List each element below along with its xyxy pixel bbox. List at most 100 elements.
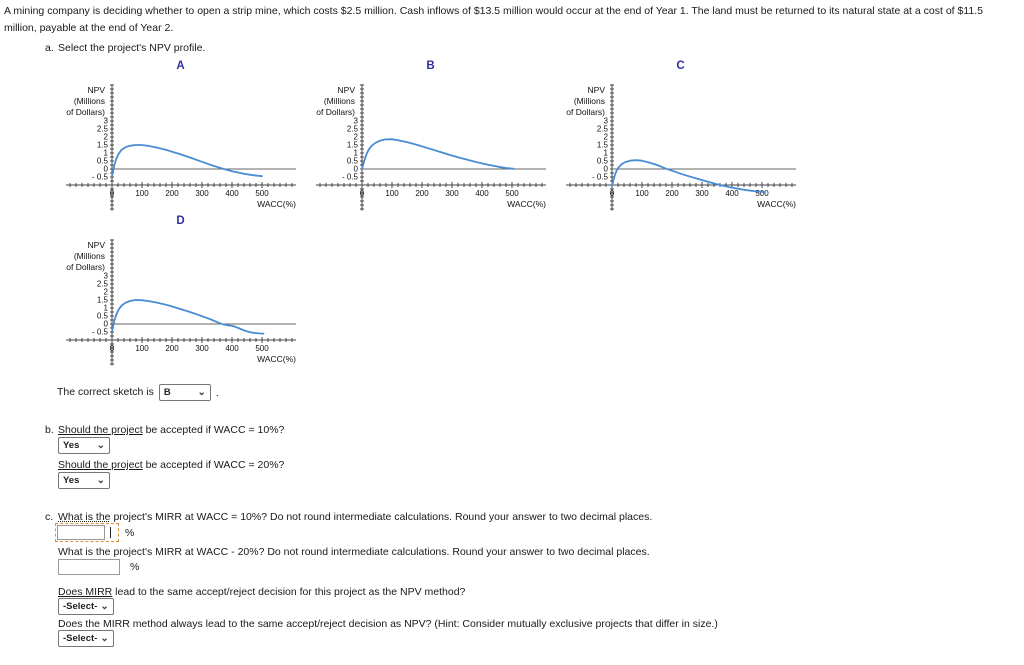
svg-text:0: 0 (104, 165, 109, 174)
svg-text:0.5: 0.5 (97, 157, 109, 166)
mirr-20-unit: % (130, 561, 140, 573)
mirr-decision-question: Does MIRR lead to the same accept/reject… (58, 586, 465, 599)
svg-text:200: 200 (165, 344, 179, 353)
part-c-q1-rest: project's MIRR at WACC = 10%? Do not rou… (110, 511, 653, 523)
chart-b-letter: B (426, 60, 435, 72)
svg-text:of Dollars): of Dollars) (566, 107, 605, 117)
mirr-decision-select[interactable]: -Select- ⌄ (58, 598, 114, 615)
mirr-decision-underlined: Does MIRR (58, 586, 113, 598)
chevron-down-icon: ⌄ (100, 600, 109, 612)
svg-text:of Dollars): of Dollars) (316, 107, 355, 117)
svg-text:200: 200 (665, 189, 679, 198)
mirr-10-input[interactable] (57, 525, 105, 540)
svg-text:WACC(%): WACC(%) (257, 199, 296, 209)
mirr-decision-rest: lead to the same accept/reject decision … (112, 586, 466, 598)
part-b-q1: b. Should the project be accepted if WAC… (45, 424, 285, 437)
svg-text:3: 3 (604, 117, 609, 126)
svg-text:3: 3 (354, 117, 359, 126)
correct-sketch-label: The correct sketch is (57, 386, 154, 398)
svg-text:400: 400 (225, 344, 239, 353)
svg-text:200: 200 (415, 189, 429, 198)
svg-text:1: 1 (104, 149, 109, 158)
svg-text:(Millions: (Millions (574, 96, 605, 106)
part-c-letter: c. (45, 511, 54, 523)
correct-sketch-select[interactable]: B ⌄ (158, 384, 211, 401)
mirr-10-unit: % (125, 526, 135, 539)
chevron-down-icon: ⌄ (197, 386, 206, 398)
mirr-10-answer-row: % (55, 523, 134, 542)
svg-text:0: 0 (104, 320, 109, 329)
svg-text:NPV: NPV (88, 85, 106, 95)
svg-text:1: 1 (104, 304, 109, 313)
part-b-q2-underlined: Should the project (58, 459, 143, 471)
part-b-q2-rest: be accepted if WACC = 20%? (142, 459, 285, 471)
part-b-q1-rest: be accepted if WACC = 10%? (142, 424, 285, 436)
svg-text:400: 400 (725, 189, 739, 198)
svg-text:NPV: NPV (588, 85, 606, 95)
part-c-q1: c. What is the project's MIRR at WACC = … (45, 511, 653, 524)
svg-text:NPV: NPV (88, 240, 106, 250)
svg-text:3: 3 (104, 272, 109, 281)
chevron-down-icon: ⌄ (96, 474, 105, 486)
svg-text:0.5: 0.5 (97, 312, 109, 321)
svg-text:1: 1 (354, 149, 359, 158)
part-b-q1-underlined: Should the project (58, 424, 143, 436)
wacc20-accept-select[interactable]: Yes ⌄ (58, 472, 110, 489)
svg-text:500: 500 (255, 344, 269, 353)
svg-text:200: 200 (165, 189, 179, 198)
mirr-20-input[interactable] (58, 559, 120, 575)
npv-profile-chart-b: 32.521.510.50- 0.50 100 200 300 400 500WACC(%… (316, 84, 546, 211)
svg-text:- 0.5: - 0.5 (342, 173, 359, 182)
chart-c-letter: C (676, 60, 685, 72)
wacc20-accept-value: Yes (63, 475, 80, 486)
npv-profile-chart-d: 32.521.510.50- 0.50 100 200 300 400 500WACC(%… (66, 239, 296, 366)
svg-text:0.5: 0.5 (347, 157, 359, 166)
svg-text:500: 500 (255, 189, 269, 198)
intro-line-2: million, payable at the end of Year 2. (4, 22, 174, 34)
mirr-always-select[interactable]: -Select- ⌄ (58, 630, 114, 647)
svg-text:0: 0 (610, 189, 615, 198)
svg-text:0.5: 0.5 (597, 157, 609, 166)
chart-a-letter: A (176, 60, 185, 72)
svg-text:0: 0 (354, 165, 359, 174)
svg-text:WACC(%): WACC(%) (257, 354, 296, 364)
part-a: a. Select the project's NPV profile. (45, 42, 205, 55)
svg-text:of Dollars): of Dollars) (66, 262, 105, 272)
svg-text:1.5: 1.5 (347, 141, 359, 150)
svg-text:500: 500 (755, 189, 769, 198)
svg-text:1.5: 1.5 (97, 296, 109, 305)
svg-text:- 0.5: - 0.5 (592, 173, 609, 182)
svg-text:2.5: 2.5 (597, 125, 609, 134)
svg-text:2: 2 (354, 133, 359, 142)
chart-d-letter: D (176, 215, 185, 227)
svg-text:300: 300 (695, 189, 709, 198)
svg-text:100: 100 (385, 189, 399, 198)
svg-text:400: 400 (475, 189, 489, 198)
svg-text:300: 300 (195, 189, 209, 198)
svg-text:1.5: 1.5 (97, 141, 109, 150)
svg-text:of Dollars): of Dollars) (66, 107, 105, 117)
mirr-decision-value: -Select- (63, 601, 98, 612)
intro-line-1: A mining company is deciding whether to … (4, 5, 983, 17)
svg-text:100: 100 (635, 189, 649, 198)
svg-text:2: 2 (104, 288, 109, 297)
svg-text:100: 100 (135, 189, 149, 198)
mirr-always-value: -Select- (63, 633, 98, 644)
svg-text:0: 0 (110, 344, 115, 353)
svg-text:(Millions: (Millions (74, 251, 105, 261)
svg-text:0: 0 (604, 165, 609, 174)
svg-text:- 0.5: - 0.5 (92, 173, 109, 182)
mirr-20-answer-row: % (58, 559, 139, 575)
svg-text:2.5: 2.5 (347, 125, 359, 134)
chevron-down-icon: ⌄ (100, 632, 109, 644)
svg-text:300: 300 (445, 189, 459, 198)
svg-text:100: 100 (135, 344, 149, 353)
correct-sketch-period: . (215, 386, 219, 399)
part-c-q1-underlined: What is the (58, 511, 111, 523)
part-b-letter: b. (45, 424, 54, 436)
svg-text:0: 0 (110, 189, 115, 198)
svg-text:500: 500 (505, 189, 519, 198)
wacc10-accept-select[interactable]: Yes ⌄ (58, 437, 110, 454)
svg-text:WACC(%): WACC(%) (757, 199, 796, 209)
